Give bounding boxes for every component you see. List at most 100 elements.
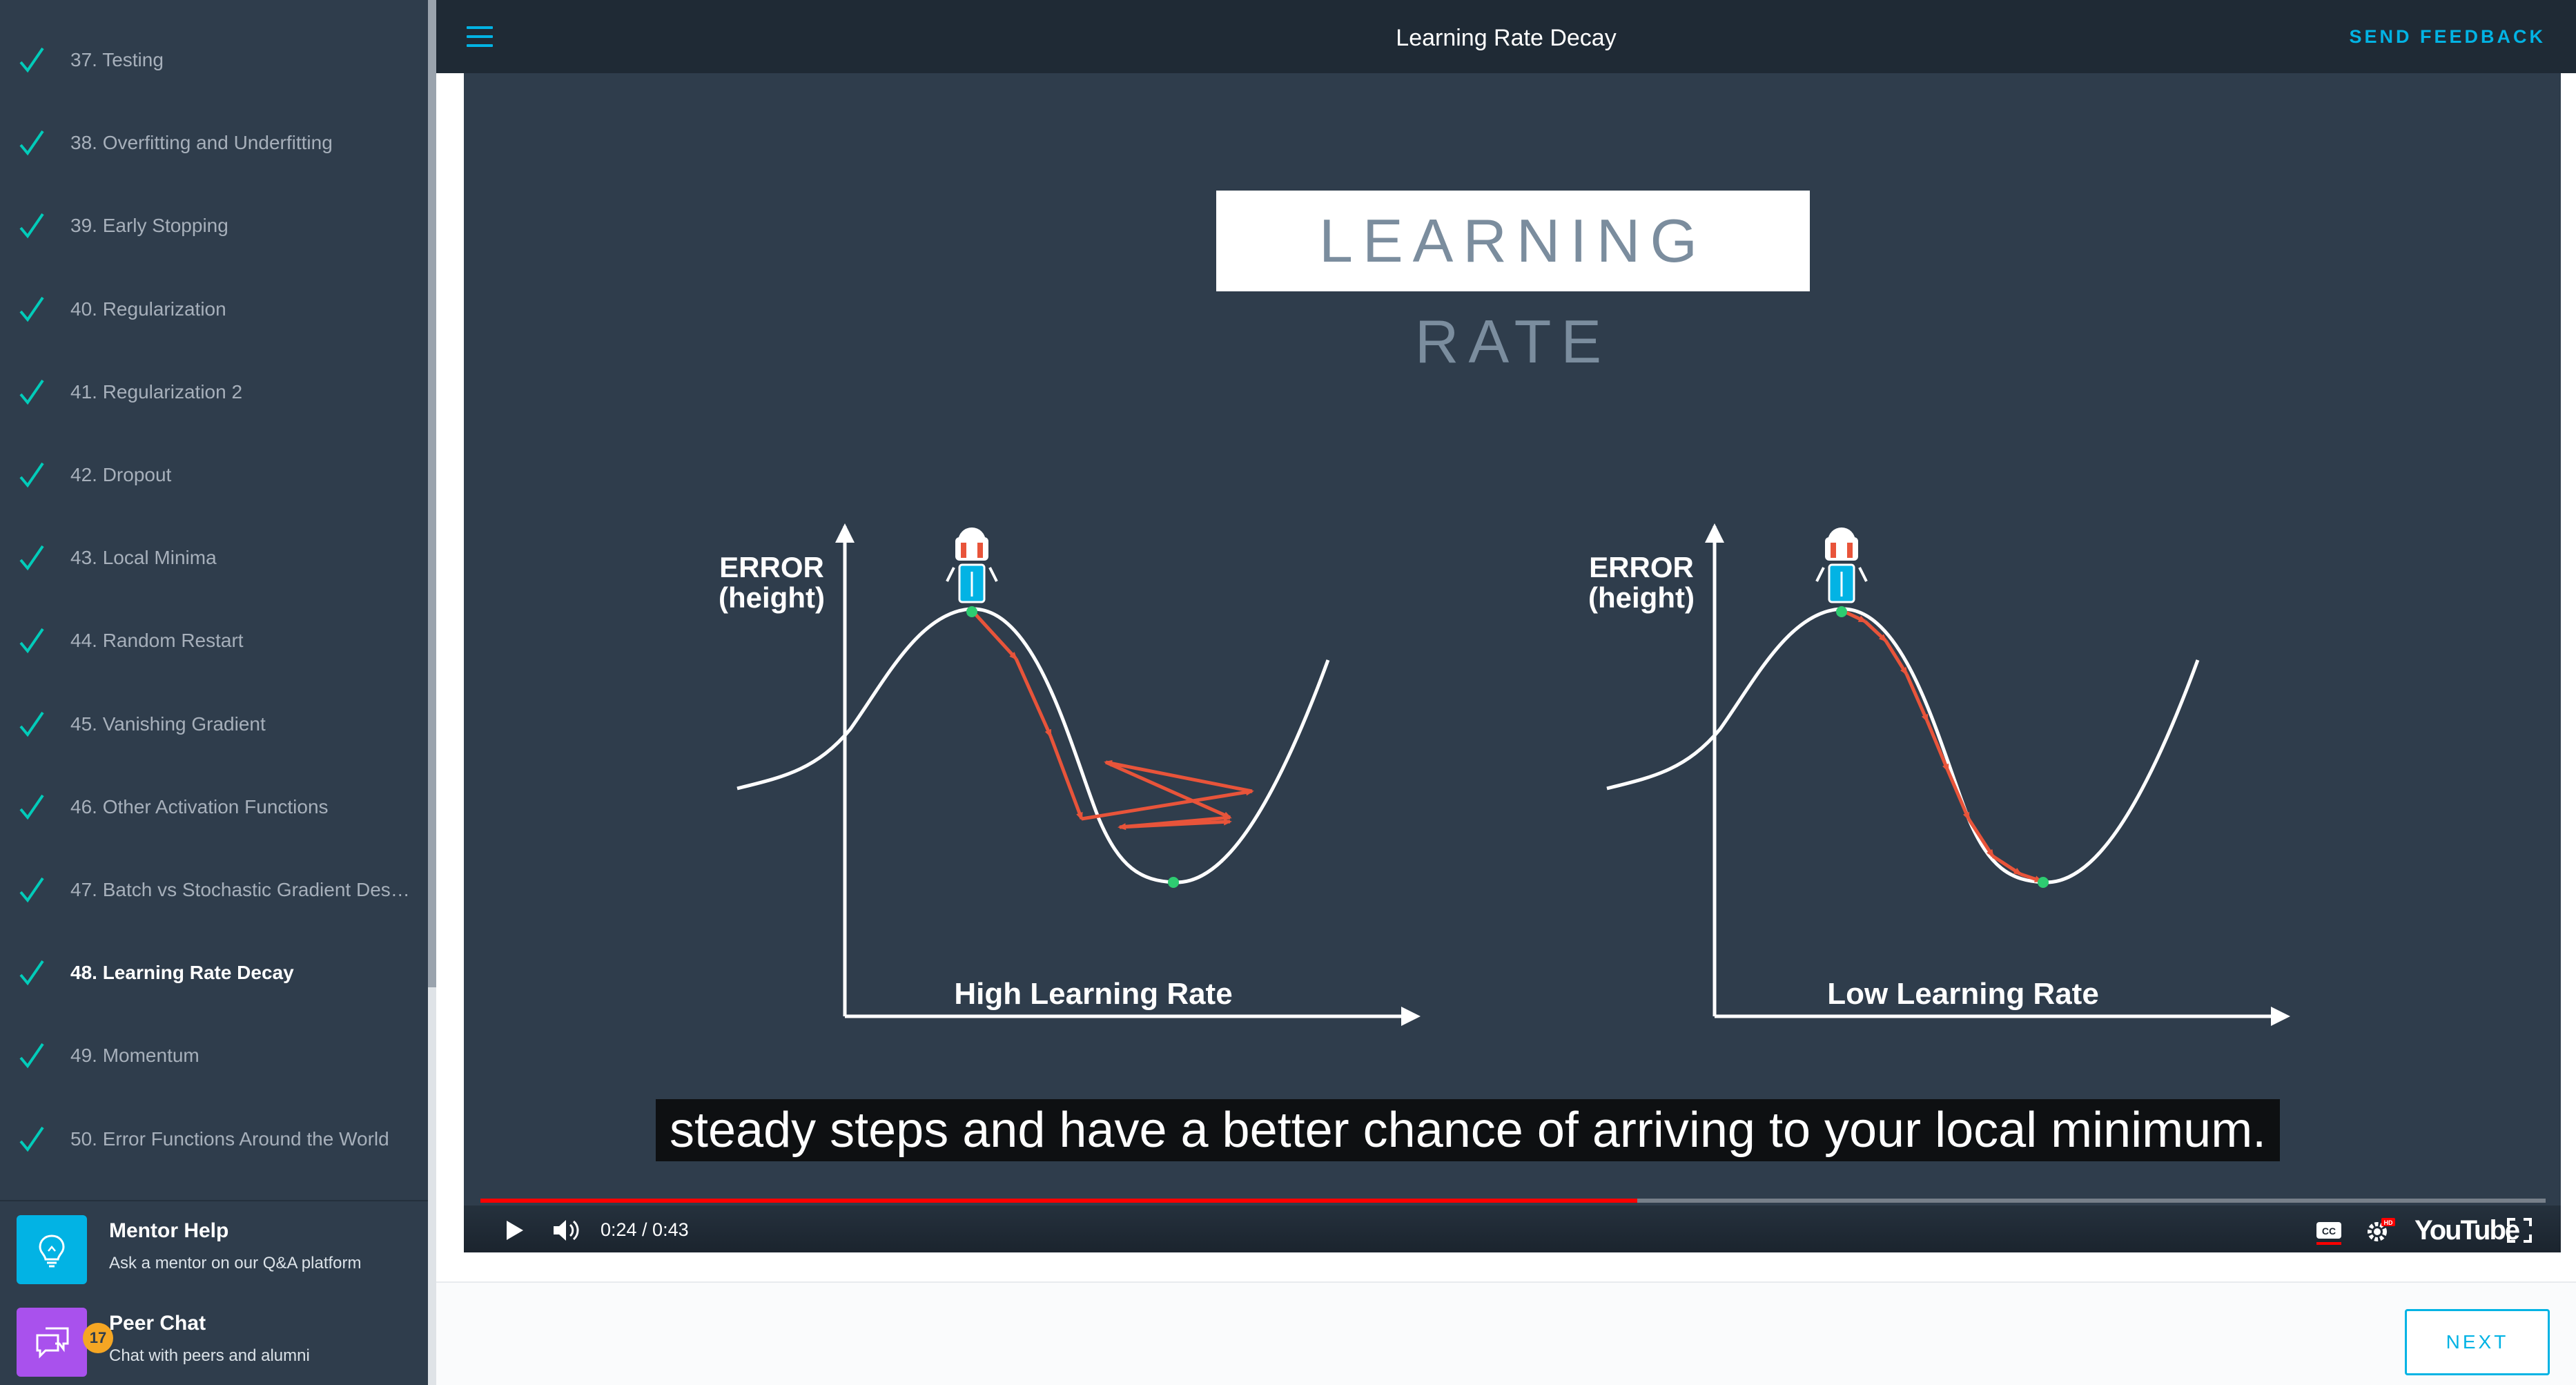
low-learning-rate-label: Low Learning Rate <box>1827 977 2099 1011</box>
mentor-help-tile <box>17 1215 87 1284</box>
sidebar-lesson-label: 38. Overfitting and Underfitting <box>70 132 333 154</box>
y-axis-label-left-line2: (height) <box>719 581 825 614</box>
closed-captions-icon[interactable]: CC <box>2315 1218 2343 1246</box>
video-time: 0:24 / 0:43 <box>601 1219 689 1240</box>
video-caption: steady steps and have a better chance of… <box>656 1099 2281 1161</box>
chat-icon <box>36 1327 69 1359</box>
sidebar-lesson-item[interactable]: 41. Regularization 2 <box>0 354 428 430</box>
checkmark-icon <box>19 213 44 239</box>
sidebar-lesson-item[interactable]: 43. Local Minima <box>0 520 428 596</box>
sidebar-scrollbar-thumb[interactable] <box>428 0 436 987</box>
sidebar-lesson-item[interactable]: 48. Learning Rate Decay <box>0 935 428 1011</box>
y-axis-arrow-left <box>835 523 855 543</box>
sidebar-lesson-item[interactable]: 37. Testing <box>0 22 428 98</box>
checkmark-icon <box>19 545 44 571</box>
checkmark-icon <box>19 960 44 986</box>
mentor-help-subtitle: Ask a mentor on our Q&A platform <box>109 1254 362 1272</box>
minimum-point-right <box>2038 877 2049 888</box>
checkmark-icon <box>19 711 44 737</box>
sidebar-lesson-item[interactable]: 39. Early Stopping <box>0 188 428 264</box>
peer-chat-badge: 17 <box>83 1323 113 1353</box>
sidebar-lesson-label: 37. Testing <box>70 49 164 70</box>
fullscreen-icon[interactable] <box>2507 1218 2532 1243</box>
robot-icon <box>1815 527 1868 603</box>
peer-chat-tile: 17 <box>17 1308 113 1377</box>
peer-chat-subtitle: Chat with peers and alumni <box>109 1346 310 1365</box>
settings-gear-icon[interactable]: HD <box>2365 1217 2395 1244</box>
x-axis-arrow-right <box>2271 1007 2290 1026</box>
checkmark-icon <box>19 379 44 405</box>
checkmark-icon <box>19 794 44 820</box>
start-point-left <box>966 606 977 617</box>
sidebar-lesson-label: 47. Batch vs Stochastic Gradient Descent <box>70 879 416 900</box>
peer-chat-title: Peer Chat <box>109 1312 206 1335</box>
sidebar-lesson-label: 40. Regularization <box>70 298 226 320</box>
sidebar-lesson-item[interactable]: 50. Error Functions Around the World <box>0 1101 428 1177</box>
svg-text:CC: CC <box>2322 1226 2336 1237</box>
start-point-right <box>1836 606 1847 617</box>
peer-chat-card[interactable]: 17 Peer Chat Chat with peers and alumni <box>0 1294 428 1385</box>
checkmark-icon <box>19 1043 44 1069</box>
checkmark-icon <box>19 130 44 156</box>
video-progress-fill <box>480 1199 1637 1203</box>
minimum-point-left <box>1168 877 1179 888</box>
sidebar: 37. Testing 38. Overfitting and Underfitt… <box>0 0 428 1385</box>
sidebar-lesson-item[interactable]: 40. Regularization <box>0 271 428 347</box>
gradient-steps-right <box>1840 608 2043 883</box>
sidebar-scrollbar[interactable] <box>428 0 436 1385</box>
sidebar-lesson-item[interactable]: 46. Other Activation Functions <box>0 769 428 845</box>
gradient-steps-left <box>970 609 1254 831</box>
checkmark-icon <box>19 47 44 73</box>
next-button[interactable]: NEXT <box>2405 1309 2550 1375</box>
video-progress-bar[interactable] <box>480 1199 2546 1203</box>
error-curve-right <box>1606 607 2200 884</box>
sidebar-lesson-item[interactable]: 45. Vanishing Gradient <box>0 686 428 762</box>
sidebar-lesson-label: 39. Early Stopping <box>70 215 228 237</box>
play-icon[interactable] <box>502 1219 525 1241</box>
checkmark-icon <box>19 877 44 903</box>
sidebar-divider <box>0 1200 428 1201</box>
sidebar-lesson-label: 45. Vanishing Gradient <box>70 713 266 735</box>
sidebar-lesson-item[interactable]: 42. Dropout <box>0 437 428 513</box>
high-learning-rate-label: High Learning Rate <box>954 977 1232 1011</box>
sidebar-lesson-label: 50. Error Functions Around the World <box>70 1127 389 1150</box>
sidebar-lesson-item[interactable]: 44. Random Restart <box>0 603 428 679</box>
bottom-bar <box>436 1281 2576 1385</box>
checkmark-icon <box>19 296 44 322</box>
robot-icon <box>946 527 998 603</box>
y-axis-arrow-right <box>1705 523 1724 543</box>
sidebar-lesson-label: 49. Momentum <box>70 1045 199 1067</box>
sidebar-lesson-label: 48. Learning Rate Decay <box>70 962 294 984</box>
sidebar-lesson-label: 43. Local Minima <box>70 547 217 569</box>
video-player[interactable]: LEARNING RATE <box>464 73 2561 1252</box>
checkmark-icon <box>19 462 44 488</box>
sidebar-lesson-label: 42. Dropout <box>70 464 172 485</box>
video-controls: 0:24 / 0:43 CC HD YouTube <box>464 1205 2561 1252</box>
hamburger-icon[interactable] <box>467 26 493 47</box>
sidebar-lesson-item[interactable]: 49. Momentum <box>0 1018 428 1094</box>
slide-illustration: ERROR (height) ERROR (height) High Learn… <box>719 523 2290 1026</box>
svg-text:HD: HD <box>2384 1219 2393 1226</box>
youtube-logo[interactable]: YouTube <box>2414 1215 2520 1246</box>
page-title: Learning Rate Decay <box>1396 25 1617 51</box>
volume-icon[interactable] <box>552 1218 583 1243</box>
slide-title: LEARNING RATE <box>1319 206 1707 376</box>
sidebar-lesson-label: 41. Regularization 2 <box>70 380 243 403</box>
checkmark-icon <box>19 1126 44 1152</box>
lesson-list: 37. Testing 38. Overfitting and Underfitt… <box>0 0 428 1200</box>
y-axis-label-left-line1: ERROR <box>719 551 824 583</box>
send-feedback-button[interactable]: SEND FEEDBACK <box>2349 26 2546 47</box>
sidebar-lesson-item[interactable]: 38. Overfitting and Underfitting <box>0 105 428 181</box>
top-header: Learning Rate Decay SEND FEEDBACK <box>436 0 2576 73</box>
checkmark-icon <box>19 628 44 654</box>
sidebar-lesson-item[interactable]: 47. Batch vs Stochastic Gradient Descent <box>0 852 428 928</box>
x-axis-arrow-left <box>1401 1007 1421 1026</box>
mentor-help-card[interactable]: Mentor Help Ask a mentor on our Q&A plat… <box>0 1201 428 1292</box>
y-axis-label-right-line1: ERROR <box>1589 551 1694 583</box>
low-learning-rate-plot <box>1606 523 2290 1026</box>
y-axis-label-right-line2: (height) <box>1588 581 1695 614</box>
slide-title-box: LEARNING RATE <box>1216 191 1810 376</box>
sidebar-lesson-label: 46. Other Activation Functions <box>70 795 329 817</box>
high-learning-rate-plot <box>736 523 1421 1026</box>
